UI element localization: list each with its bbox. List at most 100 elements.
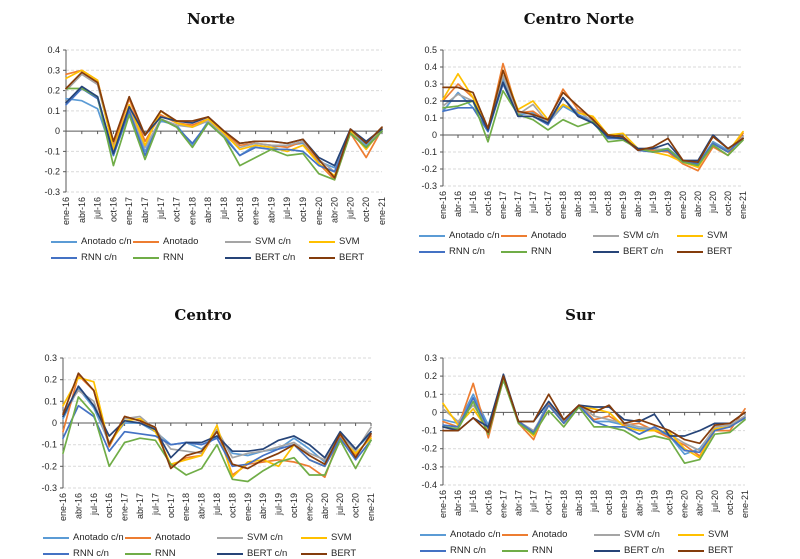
svg-text:oct-18: oct-18 xyxy=(235,197,245,222)
legend-label: BERT xyxy=(339,252,365,263)
svg-text:ene-20: ene-20 xyxy=(678,191,688,219)
svg-text:jul-20: jul-20 xyxy=(345,197,355,220)
svg-text:jul-16: jul-16 xyxy=(89,493,99,516)
svg-text:abr-20: abr-20 xyxy=(320,493,330,519)
legend-item-svm-c-n: SVM c/n xyxy=(594,529,678,540)
legend-line-swatch xyxy=(677,250,703,253)
svg-text:0: 0 xyxy=(432,130,437,140)
svg-text:jul-18: jul-18 xyxy=(588,191,598,214)
legend-item-bert: BERT xyxy=(309,252,371,263)
legend-line-swatch xyxy=(51,256,77,259)
svg-text:-0.2: -0.2 xyxy=(421,164,437,174)
svg-text:jul-18: jul-18 xyxy=(212,493,222,516)
svg-text:oct-17: oct-17 xyxy=(543,191,553,216)
svg-text:oct-18: oct-18 xyxy=(603,191,613,216)
svg-text:ene-17: ene-17 xyxy=(498,490,508,518)
svg-text:-0.3: -0.3 xyxy=(421,462,437,472)
svg-text:jul-20: jul-20 xyxy=(710,490,720,513)
svg-text:ene-17: ene-17 xyxy=(124,197,134,225)
svg-text:jul-19: jul-19 xyxy=(274,493,284,516)
svg-text:jul-16: jul-16 xyxy=(468,191,478,214)
legend-label: BERT c/n xyxy=(623,246,664,257)
legend-label: Anotado c/n xyxy=(73,532,124,543)
svg-text:oct-17: oct-17 xyxy=(166,493,176,518)
chart-block-centro: Centro 0.3 0.2 0.1 0 -0.1 -0.2 -0.3 ene-16 abr-1… xyxy=(27,296,379,559)
legend-item-bert-c-n: BERT c/n xyxy=(593,246,677,257)
svg-text:0.5: 0.5 xyxy=(424,45,437,55)
legend-sur: Anotado c/n Anotado SVM c/n SVM RNN c/n RNN BE… xyxy=(407,529,753,556)
legend-line-swatch xyxy=(419,234,445,237)
legend-line-swatch xyxy=(419,250,445,253)
legend-line-swatch xyxy=(678,533,704,536)
legend-label: Anotado xyxy=(155,532,191,543)
svg-text:-0.4: -0.4 xyxy=(421,480,437,490)
legend-item-rnn-c-n: RNN c/n xyxy=(420,545,502,556)
svg-text:jul-17: jul-17 xyxy=(528,191,538,214)
svg-text:0.1: 0.1 xyxy=(424,389,437,399)
legend-item-bert-c-n: BERT c/n xyxy=(225,252,309,263)
svg-text:jul-16: jul-16 xyxy=(93,197,103,220)
legend-item-anotado: Anotado xyxy=(125,532,217,543)
legend-line-swatch xyxy=(217,536,243,539)
svg-text:ene-19: ene-19 xyxy=(251,197,261,225)
legend-label: BERT xyxy=(707,246,733,257)
svg-text:jul-20: jul-20 xyxy=(335,493,345,516)
svg-text:ene-18: ene-18 xyxy=(558,191,568,219)
svg-text:abr-16: abr-16 xyxy=(73,493,83,519)
svg-text:0.2: 0.2 xyxy=(44,375,57,385)
legend-item-anotado-c-n: Anotado c/n xyxy=(43,532,125,543)
legend-line-swatch xyxy=(677,234,703,237)
svg-text:-0.2: -0.2 xyxy=(44,167,60,177)
svg-text:abr-17: abr-17 xyxy=(140,197,150,223)
chart-title-centro: Centro xyxy=(174,306,232,324)
svg-text:oct-17: oct-17 xyxy=(172,197,182,222)
svg-text:ene-21: ene-21 xyxy=(738,191,748,219)
svg-text:abr-16: abr-16 xyxy=(453,191,463,217)
svg-text:oct-18: oct-18 xyxy=(227,493,237,518)
legend-label: RNN c/n xyxy=(81,252,117,263)
legend-item-svm-c-n: SVM c/n xyxy=(225,236,309,247)
svg-text:abr-20: abr-20 xyxy=(330,197,340,223)
legend-line-swatch xyxy=(502,533,528,536)
legend-label: Anotado c/n xyxy=(450,529,501,540)
legend-item-svm: SVM xyxy=(678,529,740,540)
legend-item-rnn: RNN xyxy=(133,252,225,263)
svg-text:-0.1: -0.1 xyxy=(421,147,437,157)
legend-label: SVM xyxy=(707,230,728,241)
svg-text:abr-18: abr-18 xyxy=(574,490,584,516)
legend-item-bert: BERT xyxy=(678,545,740,556)
svg-text:abr-18: abr-18 xyxy=(203,197,213,223)
legend-label: RNN xyxy=(531,246,552,257)
legend-item-anotado: Anotado xyxy=(502,529,594,540)
legend-label: RNN c/n xyxy=(450,545,486,556)
svg-text:0.1: 0.1 xyxy=(424,113,437,123)
svg-text:abr-17: abr-17 xyxy=(514,490,524,516)
svg-text:jul-18: jul-18 xyxy=(219,197,229,220)
legend-centro-norte: Anotado c/n Anotado SVM c/n SVM RNN c/n RNN BE… xyxy=(407,230,751,257)
svg-text:jul-19: jul-19 xyxy=(648,191,658,214)
svg-text:jul-19: jul-19 xyxy=(282,197,292,220)
chart-block-norte: Norte 0.4 0.3 0.2 0.1 0 -0.1 -0.2 -0.3 ene-16 abr… xyxy=(30,8,392,263)
legend-label: Anotado c/n xyxy=(81,236,132,247)
svg-text:oct-20: oct-20 xyxy=(351,493,361,518)
legend-label: SVM c/n xyxy=(247,532,283,543)
svg-text:ene-19: ene-19 xyxy=(619,490,629,518)
svg-text:0.3: 0.3 xyxy=(44,353,57,363)
svg-text:-0.3: -0.3 xyxy=(421,181,437,191)
legend-label: SVM xyxy=(339,236,360,247)
svg-text:ene-21: ene-21 xyxy=(377,197,387,225)
legend-label: Anotado c/n xyxy=(449,230,500,241)
svg-text:jul-17: jul-17 xyxy=(156,197,166,220)
svg-text:oct-19: oct-19 xyxy=(298,197,308,222)
legend-line-swatch xyxy=(225,240,251,243)
svg-text:0.3: 0.3 xyxy=(424,79,437,89)
svg-text:abr-19: abr-19 xyxy=(633,191,643,217)
svg-text:-0.3: -0.3 xyxy=(44,187,60,197)
svg-text:oct-17: oct-17 xyxy=(544,490,554,515)
svg-text:jul-19: jul-19 xyxy=(649,490,659,513)
legend-item-svm: SVM xyxy=(677,230,739,241)
legend-line-swatch xyxy=(309,256,335,259)
svg-text:oct-16: oct-16 xyxy=(108,197,118,222)
svg-text:oct-20: oct-20 xyxy=(723,191,733,216)
